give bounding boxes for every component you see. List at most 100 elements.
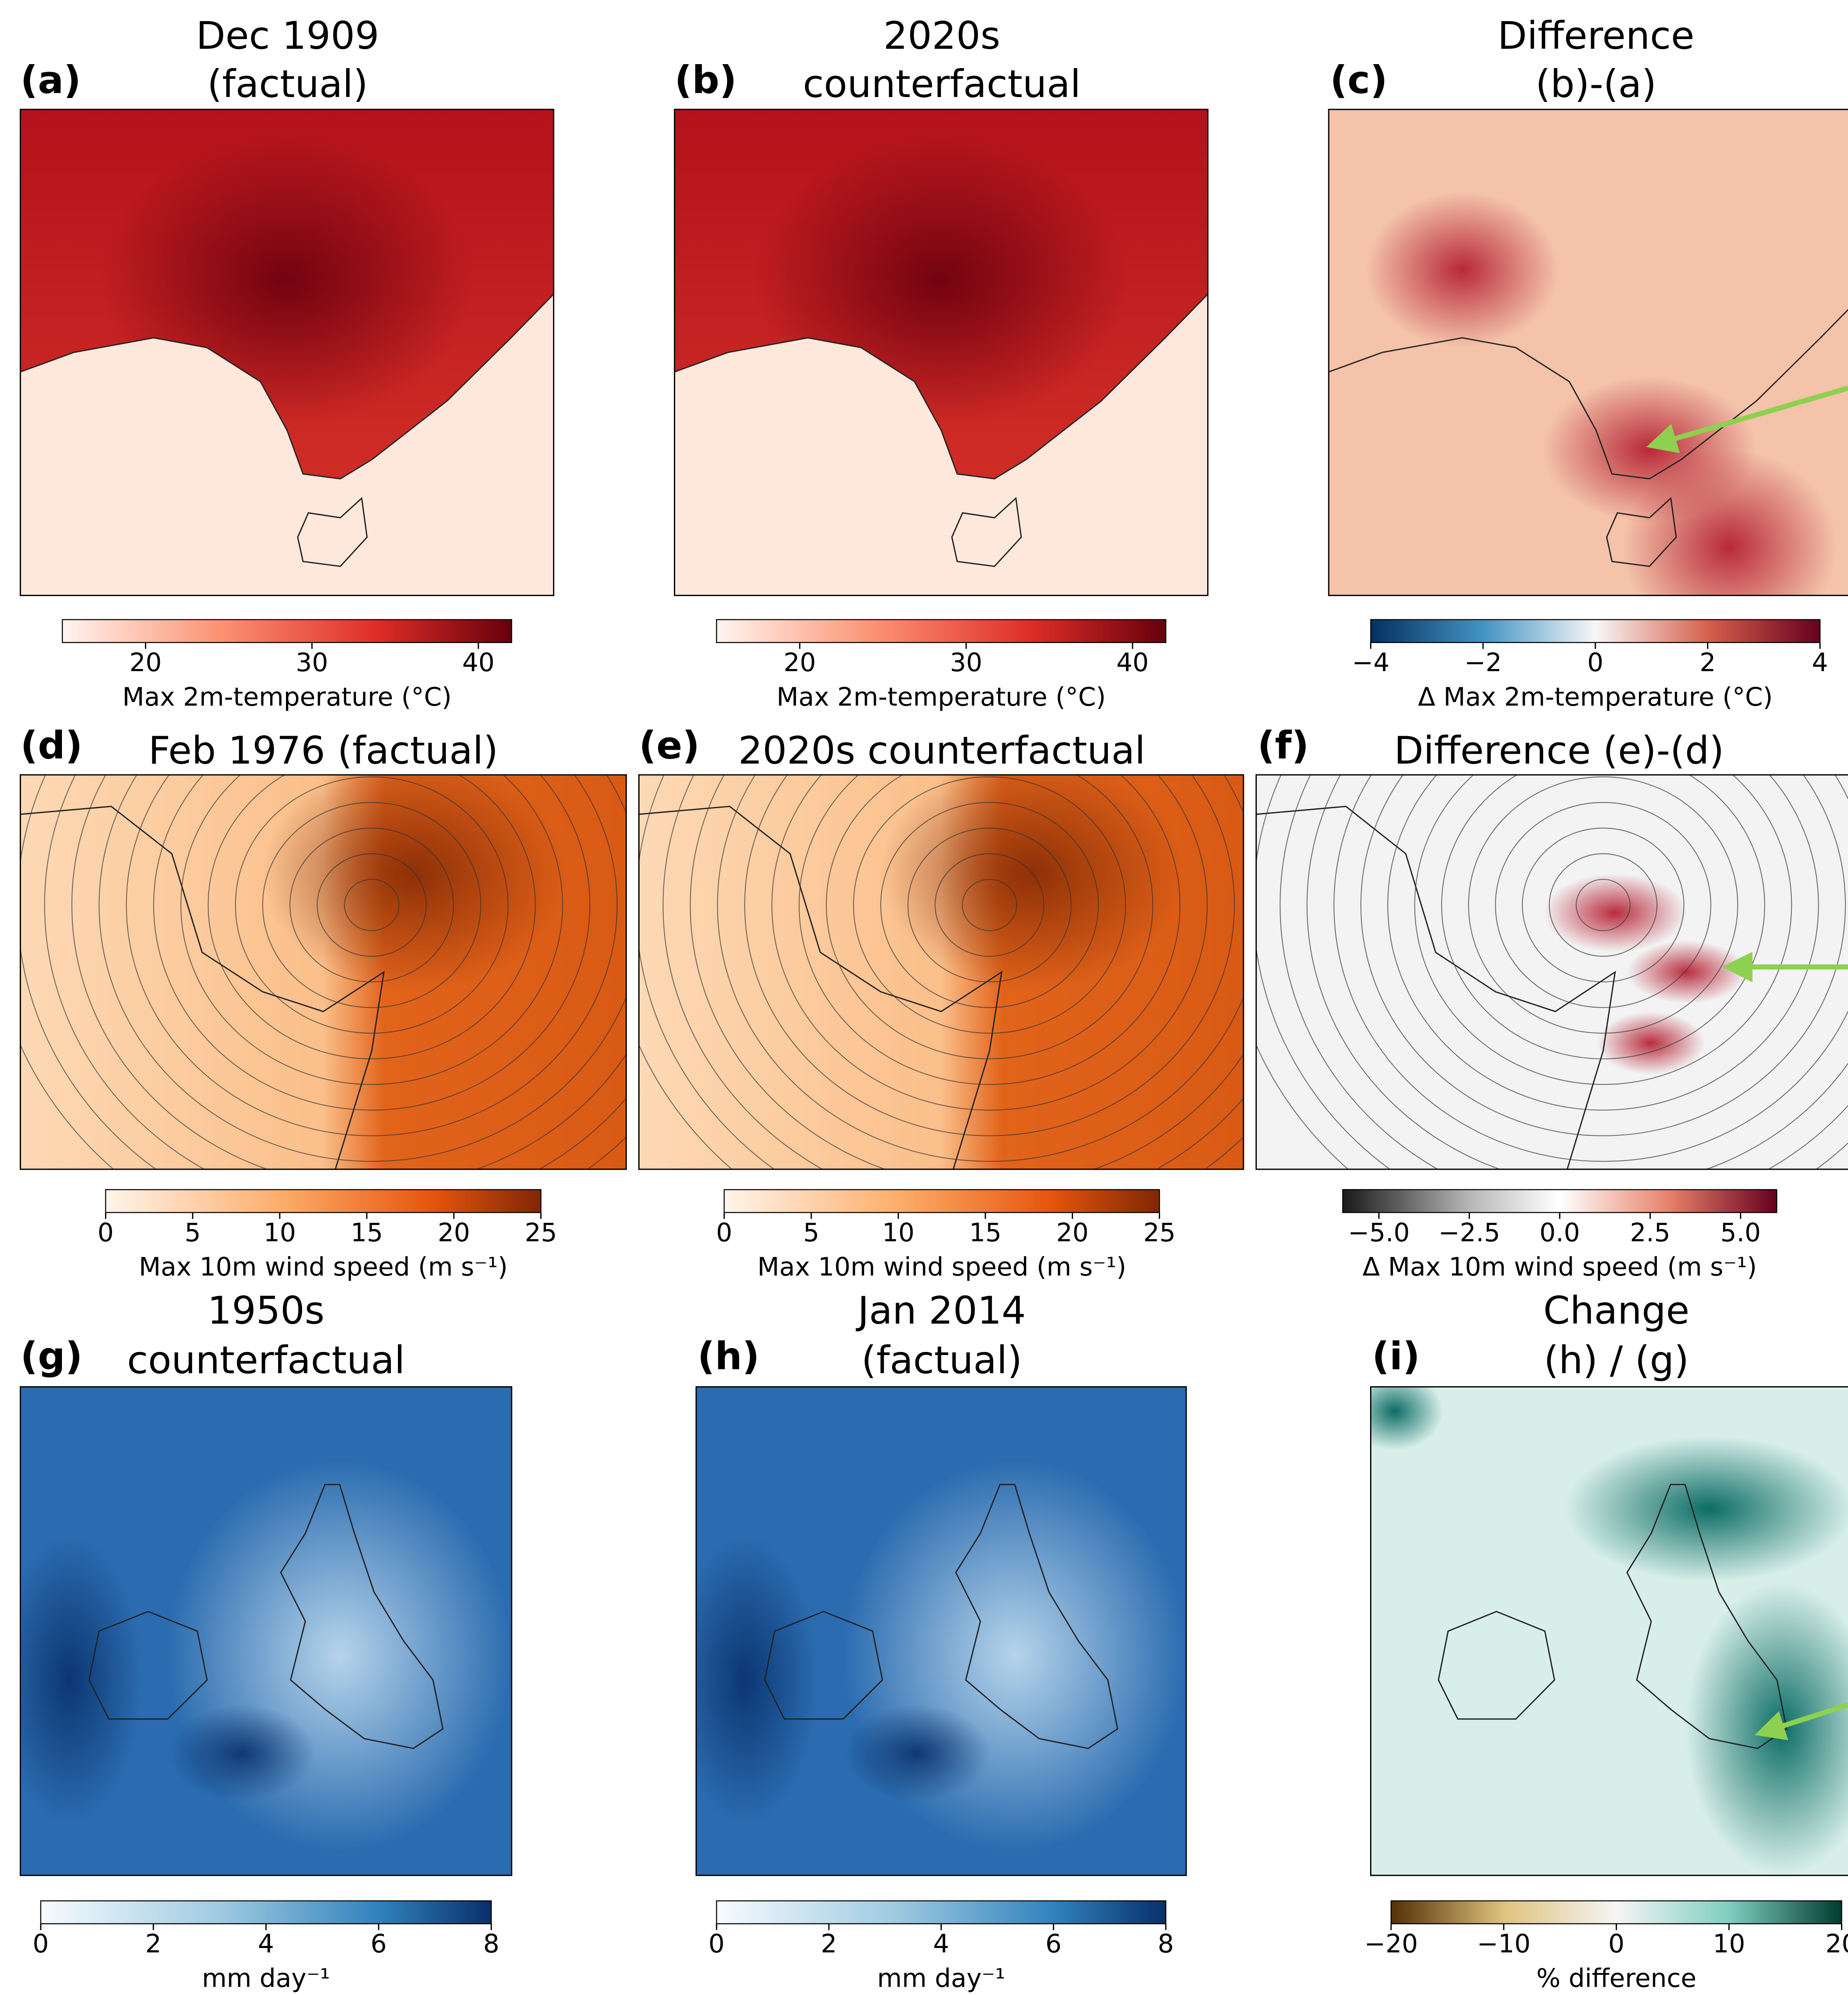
map-frame (19, 1386, 513, 1876)
colorbar-tick-label: 5 (803, 1218, 819, 1247)
colorbar-tick-label: 0 (33, 1929, 49, 1959)
colorbar-tick-label: −10 (1477, 1929, 1530, 1959)
map-frame (1370, 1386, 1848, 1876)
pressure-contour (1548, 853, 1658, 957)
colorbar-tick-label: 10 (882, 1218, 915, 1247)
map-panel (20, 775, 626, 1170)
panel-title: Change (1543, 1288, 1689, 1333)
ocean (674, 294, 1208, 596)
coastline (764, 1611, 883, 1720)
pressure-contour (934, 853, 1045, 957)
colorbar-tick-label: 6 (1045, 1929, 1062, 1959)
field-blob (1371, 1387, 1443, 1450)
pressure-contour (1468, 776, 1738, 1034)
colorbar-tick-label: 2 (145, 1929, 162, 1959)
field-blob (1366, 192, 1559, 348)
panel-label: (i) (1372, 1334, 1420, 1379)
colorbar (1370, 619, 1821, 643)
coastline (639, 806, 1003, 1170)
pressure-contour (235, 776, 509, 1034)
map-frame (1328, 108, 1848, 596)
panel-label: (c) (1330, 58, 1388, 102)
map-frame (19, 774, 627, 1170)
pressure-contour (1495, 802, 1711, 1008)
colorbar-tick-label: 0.0 (1540, 1218, 1580, 1247)
field (1256, 775, 1848, 1170)
field-blob (20, 1533, 143, 1827)
colorbar-tick-label: 5.0 (1720, 1218, 1761, 1247)
pressure-contour (1441, 775, 1765, 1059)
pressure-contour (1576, 879, 1631, 931)
panel-label: (a) (20, 58, 81, 102)
colorbar (716, 619, 1167, 643)
pressure-contour (962, 879, 1017, 931)
panel-title: Jan 2014 (856, 1288, 1026, 1333)
map-panel (674, 109, 1208, 596)
colorbar-label: Max 10m wind speed (m s⁻¹) (757, 1252, 1126, 1282)
pressure-contour (907, 828, 1072, 983)
map-panel (1328, 109, 1848, 596)
pressure-contour (853, 776, 1126, 1034)
pressure-contour (717, 775, 1244, 1162)
colorbar-label: Max 2m-temperature (°C) (777, 682, 1106, 712)
colorbar-label: Max 10m wind speed (m s⁻¹) (139, 1252, 508, 1282)
colorbar-tick-label: −5.0 (1348, 1218, 1410, 1247)
colorbar-tick-label: 6 (371, 1929, 387, 1959)
colorbar (1390, 1900, 1842, 1924)
panel-label: (h) (698, 1334, 759, 1379)
colorbar-tick-label: 2 (821, 1929, 837, 1959)
colorbar-tick-label: 20 (1826, 1929, 1848, 1959)
arrow (1646, 385, 1848, 453)
panel-title: Dec 1909 (196, 14, 379, 58)
field-blob (1623, 449, 1837, 596)
colorbar-label: mm day⁻¹ (202, 1963, 330, 1993)
pressure-contour (826, 775, 1154, 1059)
panel-title: (h) / (g) (1544, 1338, 1689, 1382)
map-frame (695, 1386, 1187, 1876)
pressure-contour (98, 775, 626, 1162)
panel-label: (e) (639, 723, 699, 768)
panel-title: (factual) (861, 1338, 1022, 1382)
colorbar-tick-label: 4 (258, 1929, 274, 1959)
colorbar-tick-label: 20 (784, 647, 816, 677)
coastline (20, 293, 554, 480)
pressure-contour (1333, 775, 1848, 1162)
pressure-contour (180, 775, 563, 1085)
coastline (1328, 309, 1848, 480)
pressure-contour (771, 775, 1208, 1111)
field-blob (167, 1704, 315, 1802)
map-frame (674, 108, 1209, 596)
panel-label: (f) (1258, 723, 1309, 768)
panel-title: counterfactual (127, 1338, 405, 1382)
colorbar-label: Δ Max 10m wind speed (m s⁻¹) (1363, 1252, 1757, 1282)
colorbar-tick-label: 20 (1056, 1218, 1089, 1247)
colorbar-tick-label: 15 (351, 1218, 383, 1247)
panel-title: 2020s (883, 14, 1000, 58)
colorbar-tick-label: 0 (1587, 647, 1603, 677)
colorbar-tick-label: 0 (709, 1929, 725, 1959)
colorbar (61, 619, 512, 643)
map-panel (20, 1387, 512, 1876)
map-frame (638, 774, 1244, 1170)
pressure-contour (207, 775, 536, 1059)
field-blob (1564, 1435, 1848, 1583)
pressure-contour (126, 775, 618, 1136)
colorbar-tick-label: 25 (525, 1218, 557, 1247)
coastline (297, 497, 368, 567)
colorbar-label: Max 2m-temperature (°C) (123, 682, 452, 712)
map-panel (639, 775, 1244, 1170)
ocean (20, 294, 554, 596)
map-frame (19, 108, 554, 596)
colorbar-tick-label: 0 (98, 1218, 114, 1247)
colorbar (1342, 1189, 1777, 1213)
pressure-contour (662, 775, 1244, 1170)
panel-title: (b)-(a) (1536, 62, 1656, 106)
colorbar-tick-label: 4 (1812, 647, 1828, 677)
panel-label: (b) (675, 58, 737, 102)
coastline (1438, 1611, 1555, 1720)
coastline (1626, 1484, 1787, 1749)
colorbar (40, 1900, 492, 1924)
panel-title: (factual) (207, 62, 368, 106)
